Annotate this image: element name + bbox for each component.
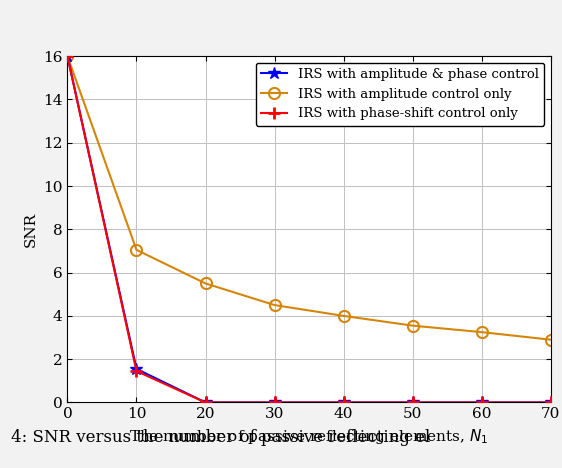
IRS with amplitude & phase control	[409, 400, 416, 405]
IRS with phase-shift control only	[271, 400, 278, 405]
IRS with phase-shift control only	[202, 400, 209, 405]
Y-axis label: SNR: SNR	[24, 212, 38, 247]
IRS with amplitude & phase control	[271, 400, 278, 405]
IRS with phase-shift control only	[547, 400, 554, 405]
IRS with amplitude control only	[478, 329, 485, 335]
IRS with amplitude control only	[409, 323, 416, 329]
Line: IRS with phase-shift control only: IRS with phase-shift control only	[61, 50, 557, 409]
IRS with amplitude control only	[202, 281, 209, 286]
IRS with amplitude & phase control	[202, 400, 209, 405]
IRS with amplitude & phase control	[340, 400, 347, 405]
X-axis label: The number of passive reflecting elements, $N_1$: The number of passive reflecting element…	[129, 427, 489, 446]
IRS with amplitude & phase control	[133, 366, 140, 372]
IRS with amplitude & phase control	[64, 53, 71, 59]
IRS with phase-shift control only	[64, 53, 71, 59]
IRS with amplitude control only	[133, 247, 140, 253]
IRS with phase-shift control only	[409, 400, 416, 405]
IRS with phase-shift control only	[133, 368, 140, 374]
Legend: IRS with amplitude & phase control, IRS with amplitude control only, IRS with ph: IRS with amplitude & phase control, IRS …	[256, 63, 544, 125]
IRS with amplitude control only	[547, 337, 554, 343]
IRS with amplitude & phase control	[547, 400, 554, 405]
Line: IRS with amplitude & phase control: IRS with amplitude & phase control	[61, 50, 557, 409]
Line: IRS with amplitude control only: IRS with amplitude control only	[62, 51, 556, 345]
IRS with amplitude control only	[271, 302, 278, 308]
IRS with amplitude control only	[64, 53, 71, 59]
IRS with phase-shift control only	[340, 400, 347, 405]
IRS with amplitude & phase control	[478, 400, 485, 405]
IRS with phase-shift control only	[478, 400, 485, 405]
Text: 4: SNR versus the number of passive reflecting el: 4: SNR versus the number of passive refl…	[11, 429, 430, 446]
IRS with amplitude control only	[340, 313, 347, 319]
